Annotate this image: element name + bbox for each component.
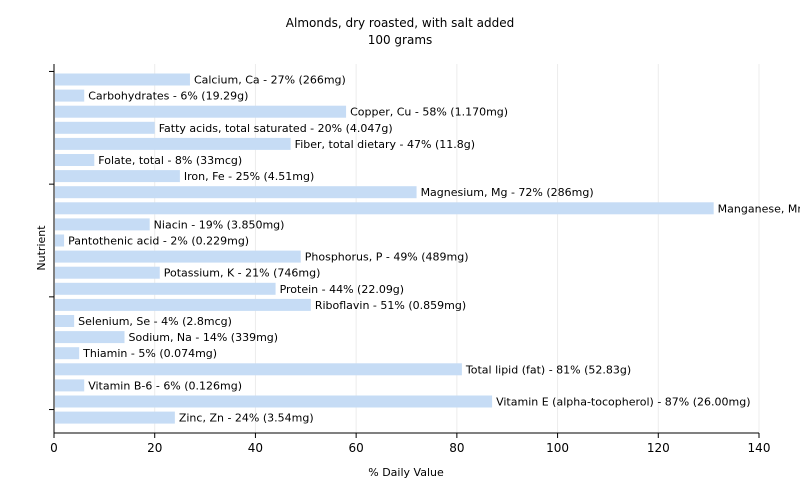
bar [55,282,276,295]
bar-label: Niacin - 19% (3.850mg) [154,218,285,231]
bar-label: Carbohydrates - 6% (19.29g) [88,90,248,103]
bar [55,89,85,102]
bar [55,137,291,150]
chart-title: Almonds, dry roasted, with salt added [286,16,514,30]
bar-label: Thiamin - 5% (0.074mg) [82,347,217,360]
bar-label: Pantothenic acid - 2% (0.229mg) [68,235,249,248]
y-axis-label: Nutrient [35,225,48,271]
grid [154,64,760,433]
bar [55,202,714,215]
bar [55,347,80,360]
x-tick-label: 60 [349,441,364,455]
bar-label: Calcium, Ca - 27% (266mg) [194,74,346,87]
x-tick-label: 80 [449,441,464,455]
x-tick-label: 140 [748,441,771,455]
bar [55,170,180,183]
bar [55,121,155,134]
bars: Calcium, Ca - 27% (266mg) Carbohydrates -… [55,73,800,425]
bar-label: Riboflavin - 51% (0.859mg) [315,299,466,312]
x-tick-label: 120 [647,441,670,455]
bar [55,105,347,118]
bar [55,218,150,231]
bar-label: Total lipid (fat) - 81% (52.83g) [465,363,631,376]
bar [55,411,175,424]
bar-label: Fiber, total dietary - 47% (11.8g) [295,138,475,151]
bar [55,395,493,408]
bar-label: Phosphorus, P - 49% (489mg) [305,251,469,264]
bar-label: Fatty acids, total saturated - 20% (4.04… [159,122,393,135]
bar-label: Zinc, Zn - 24% (3.54mg) [179,412,314,425]
bar [55,266,160,279]
bar [55,315,75,327]
x-tick-label: 40 [248,441,263,455]
bar-label: Potassium, K - 21% (746mg) [164,267,321,280]
chart-subtitle: 100 grams [368,33,433,47]
x-ticks: 0 20 40 60 80 100 120 140 [50,433,770,455]
bar-label: Copper, Cu - 58% (1.170mg) [350,106,508,119]
y-ticks [49,70,54,411]
bar [55,154,95,166]
bar-label: Selenium, Se - 4% (2.8mcg) [78,315,232,328]
bar [55,250,301,263]
x-tick-label: 100 [546,441,569,455]
x-tick-label: 20 [147,441,162,455]
bar-label: Vitamin E (alpha-tocopherol) - 87% (26.0… [496,396,750,409]
bar [55,331,125,344]
bar-label: Iron, Fe - 25% (4.51mg) [184,170,314,183]
axes [53,64,759,434]
bar [55,379,85,392]
bar-label: Manganese, Mn - 131% (2.620mg) [718,202,800,215]
x-tick-label: 0 [50,441,58,455]
bar [55,234,65,247]
bar [55,298,311,311]
bar [55,186,417,199]
bar-label: Sodium, Na - 14% (339mg) [129,331,279,344]
bar-label: Vitamin B-6 - 6% (0.126mg) [88,379,242,392]
bar-label: Protein - 44% (22.09g) [280,283,405,296]
bar [55,73,190,86]
x-axis-label: % Daily Value [368,466,444,479]
bar [55,363,462,376]
bar-label: Magnesium, Mg - 72% (286mg) [421,186,594,199]
bar-label: Folate, total - 8% (33mcg) [98,154,242,167]
